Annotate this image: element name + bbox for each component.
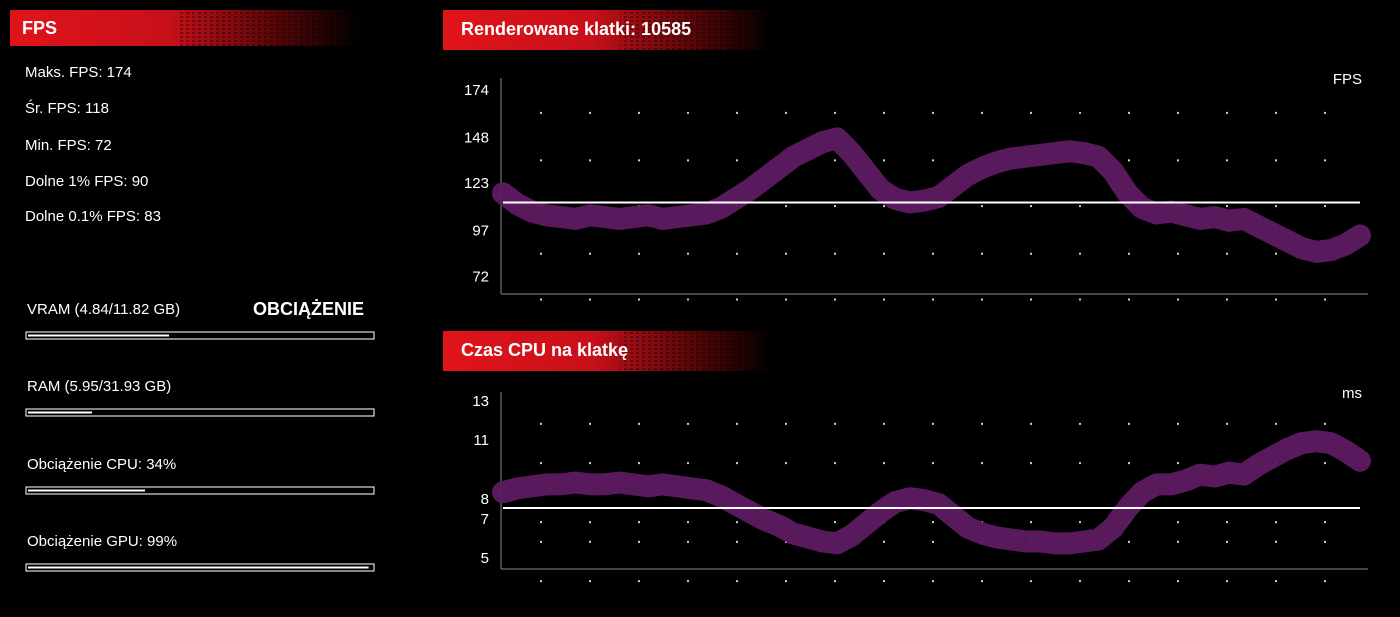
usage-fill: [28, 489, 145, 492]
header-glitch: [620, 10, 773, 50]
usage-label: VRAM (4.84/11.82 GB): [27, 301, 180, 318]
usage-title: OBCIĄŻENIE: [253, 299, 364, 319]
stat-line: Dolne 1% FPS: 90: [25, 173, 148, 190]
usage-label: Obciążenie GPU: 99%: [27, 533, 177, 550]
y-tick-label: 174: [464, 82, 489, 99]
usage-frame: [25, 408, 375, 417]
stat-line: Śr. FPS: 118: [25, 99, 109, 117]
y-tick-label: 72: [472, 268, 489, 285]
usage-fill: [28, 334, 170, 337]
usage-label: RAM (5.95/31.93 GB): [27, 378, 171, 395]
data-band: [492, 430, 1371, 555]
y-tick-label: 148: [464, 129, 489, 146]
usage-frame: [25, 563, 375, 572]
usage-fill: [28, 566, 369, 569]
usage-fill: [28, 411, 92, 414]
y-tick-label: 13: [472, 393, 489, 410]
usage-label: Obciążenie CPU: 34%: [27, 456, 176, 473]
y-tick-label: 8: [481, 491, 489, 508]
y-tick-label: 11: [473, 432, 489, 449]
stat-line: Min. FPS: 72: [25, 137, 112, 154]
stat-line: Dolne 0.1% FPS: 83: [25, 208, 161, 225]
chart-title: Renderowane klatki: 10585: [461, 19, 691, 39]
y-tick-label: 97: [472, 223, 489, 240]
y-tick-label: 123: [464, 175, 489, 192]
stat-line: Maks. FPS: 174: [25, 64, 132, 81]
y-tick-label: 5: [481, 550, 489, 567]
header-glitch: [620, 331, 773, 371]
unit-label: FPS: [1333, 71, 1362, 88]
usage-frame: [25, 486, 375, 495]
chart-title: Czas CPU na klatkę: [461, 340, 628, 360]
panel-title: FPS: [22, 18, 57, 38]
data-band: [492, 127, 1371, 263]
unit-label: ms: [1342, 385, 1362, 402]
y-tick-label: 7: [481, 511, 489, 528]
usage-frame: [25, 331, 375, 340]
header-glitch: [180, 10, 360, 46]
